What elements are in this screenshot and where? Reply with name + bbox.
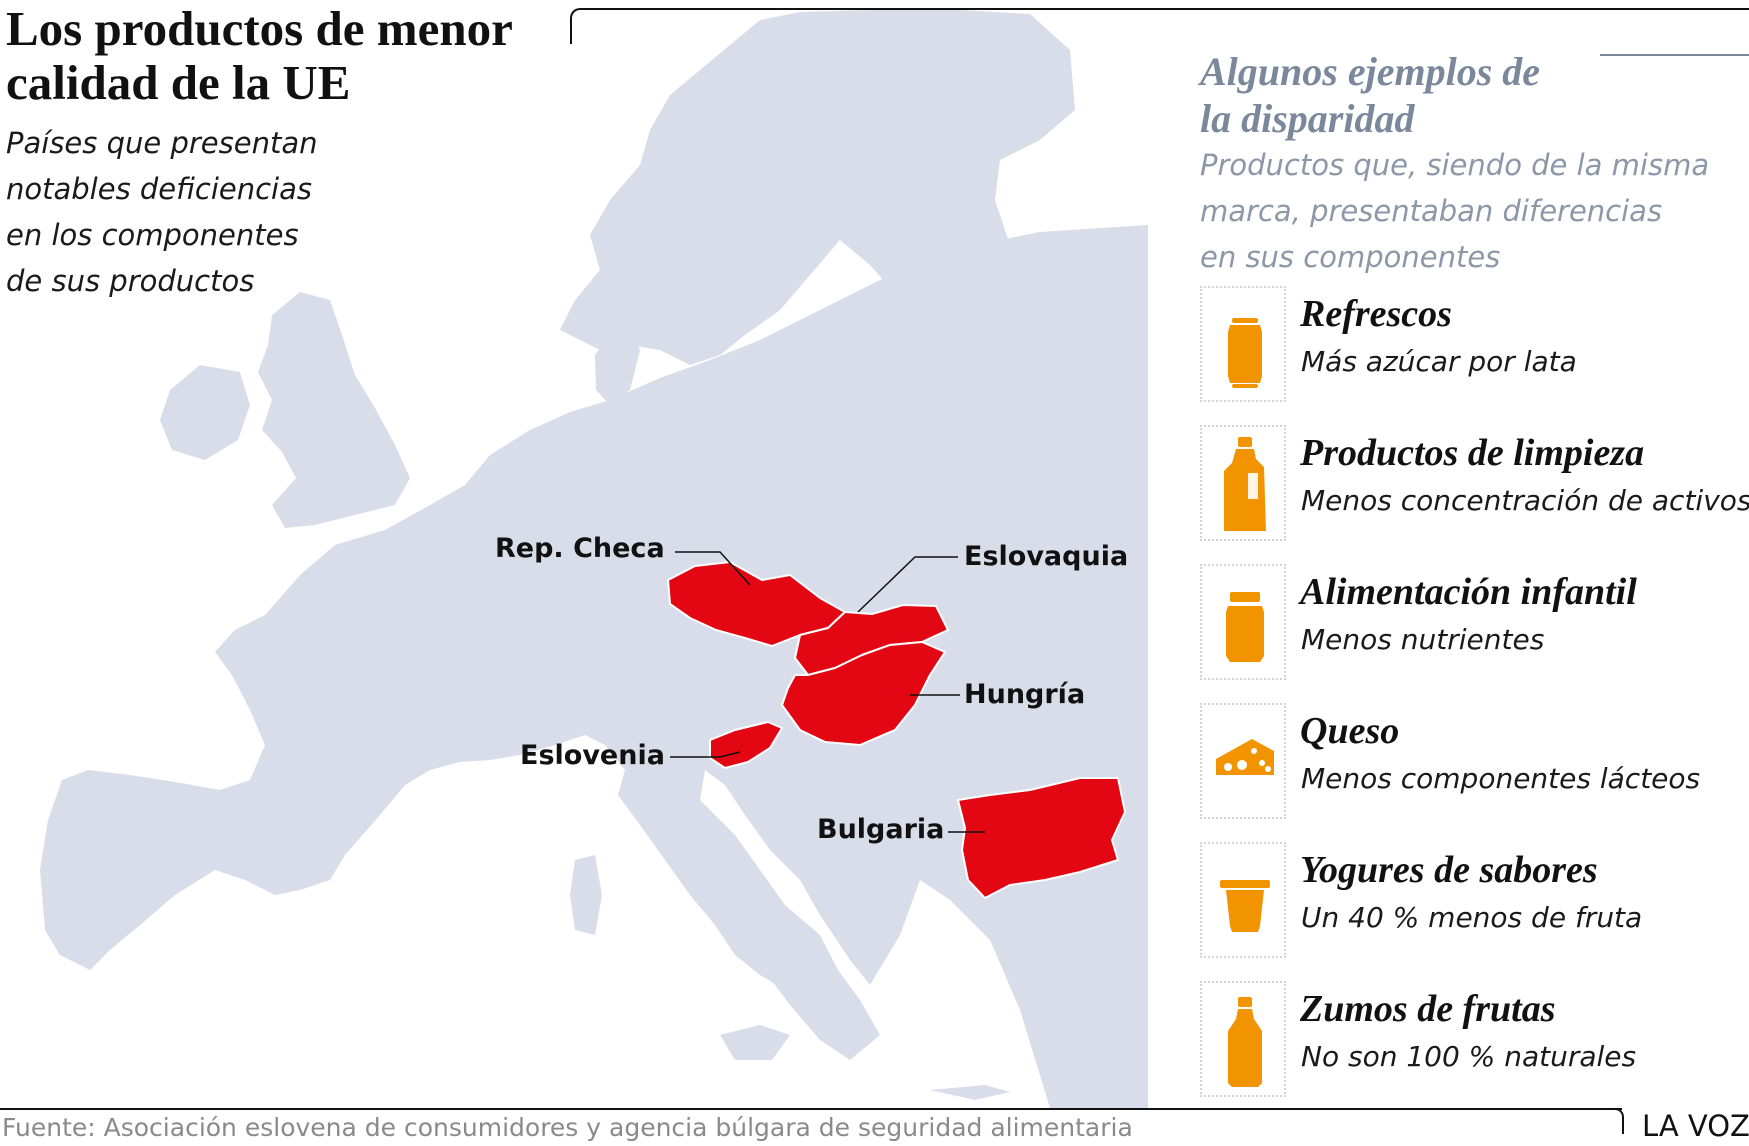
product-item: Productos de limpieza Menos concentració… <box>1200 425 1749 541</box>
europe-map <box>40 10 1148 1108</box>
examples-panel: Algunos ejemplos de la disparidad Produc… <box>1148 14 1749 1108</box>
product-item: Zumos de frutas No son 100 % naturales <box>1200 981 1749 1097</box>
country-label-slovenia: Eslovenia <box>520 740 665 771</box>
landmass-mainland <box>40 225 1148 1108</box>
can-icon <box>1228 318 1262 388</box>
landmass-denmark <box>595 330 640 405</box>
country-label-hungary: Hungría <box>964 679 1086 710</box>
product-icon-box <box>1200 842 1286 958</box>
leader-line-slovenia <box>670 751 741 758</box>
product-name: Zumos de frutas <box>1300 988 1556 1030</box>
product-item: Alimentación infantil Menos nutrientes <box>1200 564 1749 680</box>
product-description: Menos concentración de activos <box>1301 484 1749 517</box>
panel-title-rule <box>1600 54 1749 56</box>
panel-subtitle-line: marca, presentaban diferencias <box>1200 194 1663 228</box>
panel-subtitle-line: en sus componentes <box>1200 240 1501 274</box>
product-icon-box <box>1200 425 1286 541</box>
cheese-icon <box>1216 739 1274 775</box>
country-shape-bulgaria <box>957 777 1126 899</box>
landmass-great-britain <box>258 292 410 528</box>
product-description: Un 40 % menos de fruta <box>1301 901 1643 934</box>
leader-lines <box>670 551 985 833</box>
product-description: No son 100 % naturales <box>1301 1040 1637 1073</box>
product-name: Productos de limpieza <box>1300 432 1645 474</box>
brand-logo: LA VOZ <box>1642 1109 1749 1143</box>
product-icon-box <box>1200 703 1286 819</box>
country-label-czech: Rep. Checa <box>495 533 665 564</box>
main-subtitle-line: notables deficiencias <box>6 172 312 206</box>
main-subtitle-line: Países que presentan <box>6 126 318 160</box>
product-description: Menos componentes lácteos <box>1301 762 1701 795</box>
leader-line-czech <box>675 551 751 586</box>
landmass-italy <box>618 770 800 990</box>
product-item: Queso Menos componentes lácteos <box>1200 703 1749 819</box>
product-item: Yogures de sabores Un 40 % menos de frut… <box>1200 842 1749 958</box>
product-name: Alimentación infantil <box>1300 571 1637 613</box>
panel-title-line: Algunos ejemplos de <box>1200 49 1541 94</box>
product-icon-box <box>1200 286 1286 402</box>
leader-line-slovakia <box>857 556 958 613</box>
product-description: Más azúcar por lata <box>1301 345 1577 378</box>
landmass-crete <box>930 1085 1010 1100</box>
highlighted-countries <box>667 561 1126 899</box>
juice-bottle-icon <box>1228 997 1262 1087</box>
product-icon-box <box>1200 981 1286 1097</box>
land-masses <box>40 10 1148 1108</box>
main-title-line: calidad de la UE <box>6 55 351 110</box>
main-subtitle: Países que presentan notables deficienci… <box>6 120 317 304</box>
footer-hook <box>1612 1108 1624 1134</box>
panel-subtitle-line: Productos que, siendo de la misma <box>1200 148 1710 182</box>
main-title: Los productos de menor calidad de la UE <box>6 2 513 110</box>
main-title-line: Los productos de menor <box>6 1 513 56</box>
product-icon-box <box>1200 564 1286 680</box>
product-name: Yogures de sabores <box>1300 849 1598 891</box>
landmass-ireland <box>160 365 250 460</box>
product-name: Queso <box>1300 710 1400 752</box>
landmass-sardinia <box>570 855 602 935</box>
yogurt-cup-icon <box>1220 880 1270 932</box>
detergent-bottle-icon <box>1224 437 1266 531</box>
country-shape-slovenia <box>709 721 783 769</box>
country-label-slovakia: Eslovaquia <box>964 541 1129 572</box>
panel-title: Algunos ejemplos de la disparidad <box>1200 48 1540 142</box>
country-label-bulgaria: Bulgaria <box>817 814 945 845</box>
panel-title-line: la disparidad <box>1200 96 1415 141</box>
footer-rule <box>0 1108 1622 1110</box>
product-item: Refrescos Más azúcar por lata <box>1200 286 1749 402</box>
country-shape-hungary <box>781 641 946 746</box>
source-note: Fuente: Asociación eslovena de consumido… <box>2 1113 1133 1142</box>
title-bracket <box>570 8 1749 44</box>
main-subtitle-line: de sus productos <box>6 264 255 298</box>
baby-food-jar-icon <box>1226 592 1264 662</box>
landmass-sicily <box>720 1025 790 1060</box>
product-name: Refrescos <box>1300 293 1452 335</box>
panel-subtitle: Productos que, siendo de la misma marca,… <box>1200 142 1709 280</box>
main-subtitle-line: en los componentes <box>6 218 299 252</box>
product-description: Menos nutrientes <box>1301 623 1545 656</box>
